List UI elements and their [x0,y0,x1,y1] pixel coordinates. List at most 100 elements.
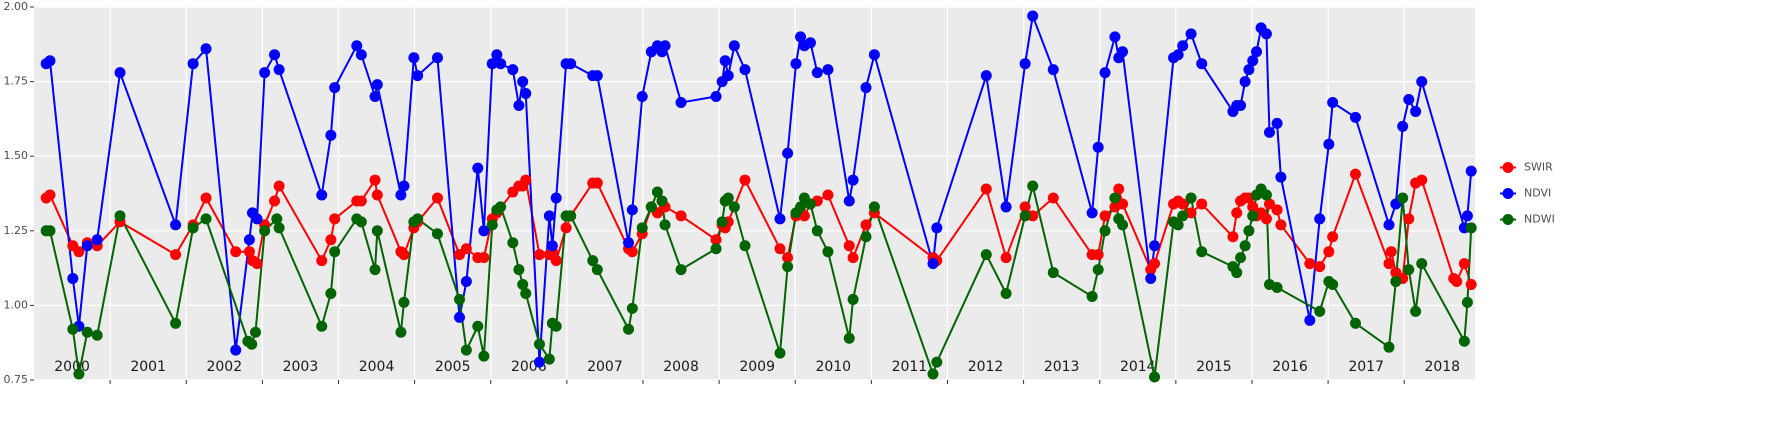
point [369,91,381,103]
point [1185,192,1197,204]
point [369,264,381,276]
year-label: 2010 [815,359,851,375]
year-label: 2000 [54,359,90,375]
point [273,64,285,76]
point [1239,76,1251,88]
point [739,64,751,76]
point [1271,117,1283,129]
point [398,296,410,308]
point [1027,10,1039,22]
point [170,249,182,261]
point [1117,198,1129,210]
point [316,189,328,201]
point [507,64,519,76]
point [251,213,263,225]
point [1263,126,1275,138]
point [822,64,834,76]
year-label: 2014 [1120,359,1156,375]
point [486,58,498,70]
point [1247,201,1259,213]
point [1019,201,1031,213]
point [1397,120,1409,132]
point [1461,210,1473,222]
point [675,264,687,276]
point [728,40,740,52]
y-tick-label: 1.25 [4,224,29,237]
point [1403,94,1415,106]
point [868,201,880,213]
point [1185,28,1197,40]
point [843,332,855,344]
point [1235,99,1247,111]
point [1416,174,1428,186]
point [1410,105,1422,117]
point [1465,165,1477,177]
point [1047,192,1059,204]
point [1263,198,1275,210]
point [1231,207,1243,219]
point [398,249,410,261]
point [1383,258,1395,270]
point [645,201,657,213]
point [395,189,407,201]
point [1397,192,1409,204]
point [1177,198,1189,210]
point [739,174,751,186]
year-label: 2017 [1348,359,1384,375]
point [1099,67,1111,79]
point [44,55,56,67]
point [927,368,939,380]
point [273,180,285,192]
point [860,82,872,94]
point [1458,258,1470,270]
point [67,323,79,335]
point [1196,198,1208,210]
point [1458,335,1470,347]
legend-label: SWIR [1524,161,1553,174]
point [1117,219,1129,231]
point [822,189,834,201]
point [1251,46,1263,58]
point [1275,219,1287,231]
point [722,192,734,204]
point [1149,240,1161,252]
point [1099,225,1111,237]
point [44,225,56,237]
point [626,246,638,258]
point [91,234,103,246]
point [1092,249,1104,261]
point [623,237,635,249]
point [1260,28,1272,40]
point [1416,258,1428,270]
point [868,49,880,61]
point [412,213,424,225]
point [543,210,555,222]
point [369,174,381,186]
point [187,58,199,70]
point [1390,276,1402,288]
point [1260,189,1272,201]
point [67,273,79,285]
point [980,70,992,82]
legend-label: NDWI [1524,213,1555,226]
point [1019,210,1031,222]
point [187,222,199,234]
point [550,320,562,332]
point [782,252,794,264]
point [273,222,285,234]
point [1231,267,1243,279]
point [927,258,939,270]
point [520,287,532,299]
point [1019,58,1031,70]
point [1047,64,1059,76]
point [114,210,126,222]
point [1271,281,1283,293]
point [478,350,490,362]
year-label: 2013 [1044,359,1080,375]
point [811,67,823,79]
point [495,201,507,213]
point [1410,305,1422,317]
year-label: 2005 [435,359,471,375]
point [546,240,558,252]
point [243,246,255,258]
